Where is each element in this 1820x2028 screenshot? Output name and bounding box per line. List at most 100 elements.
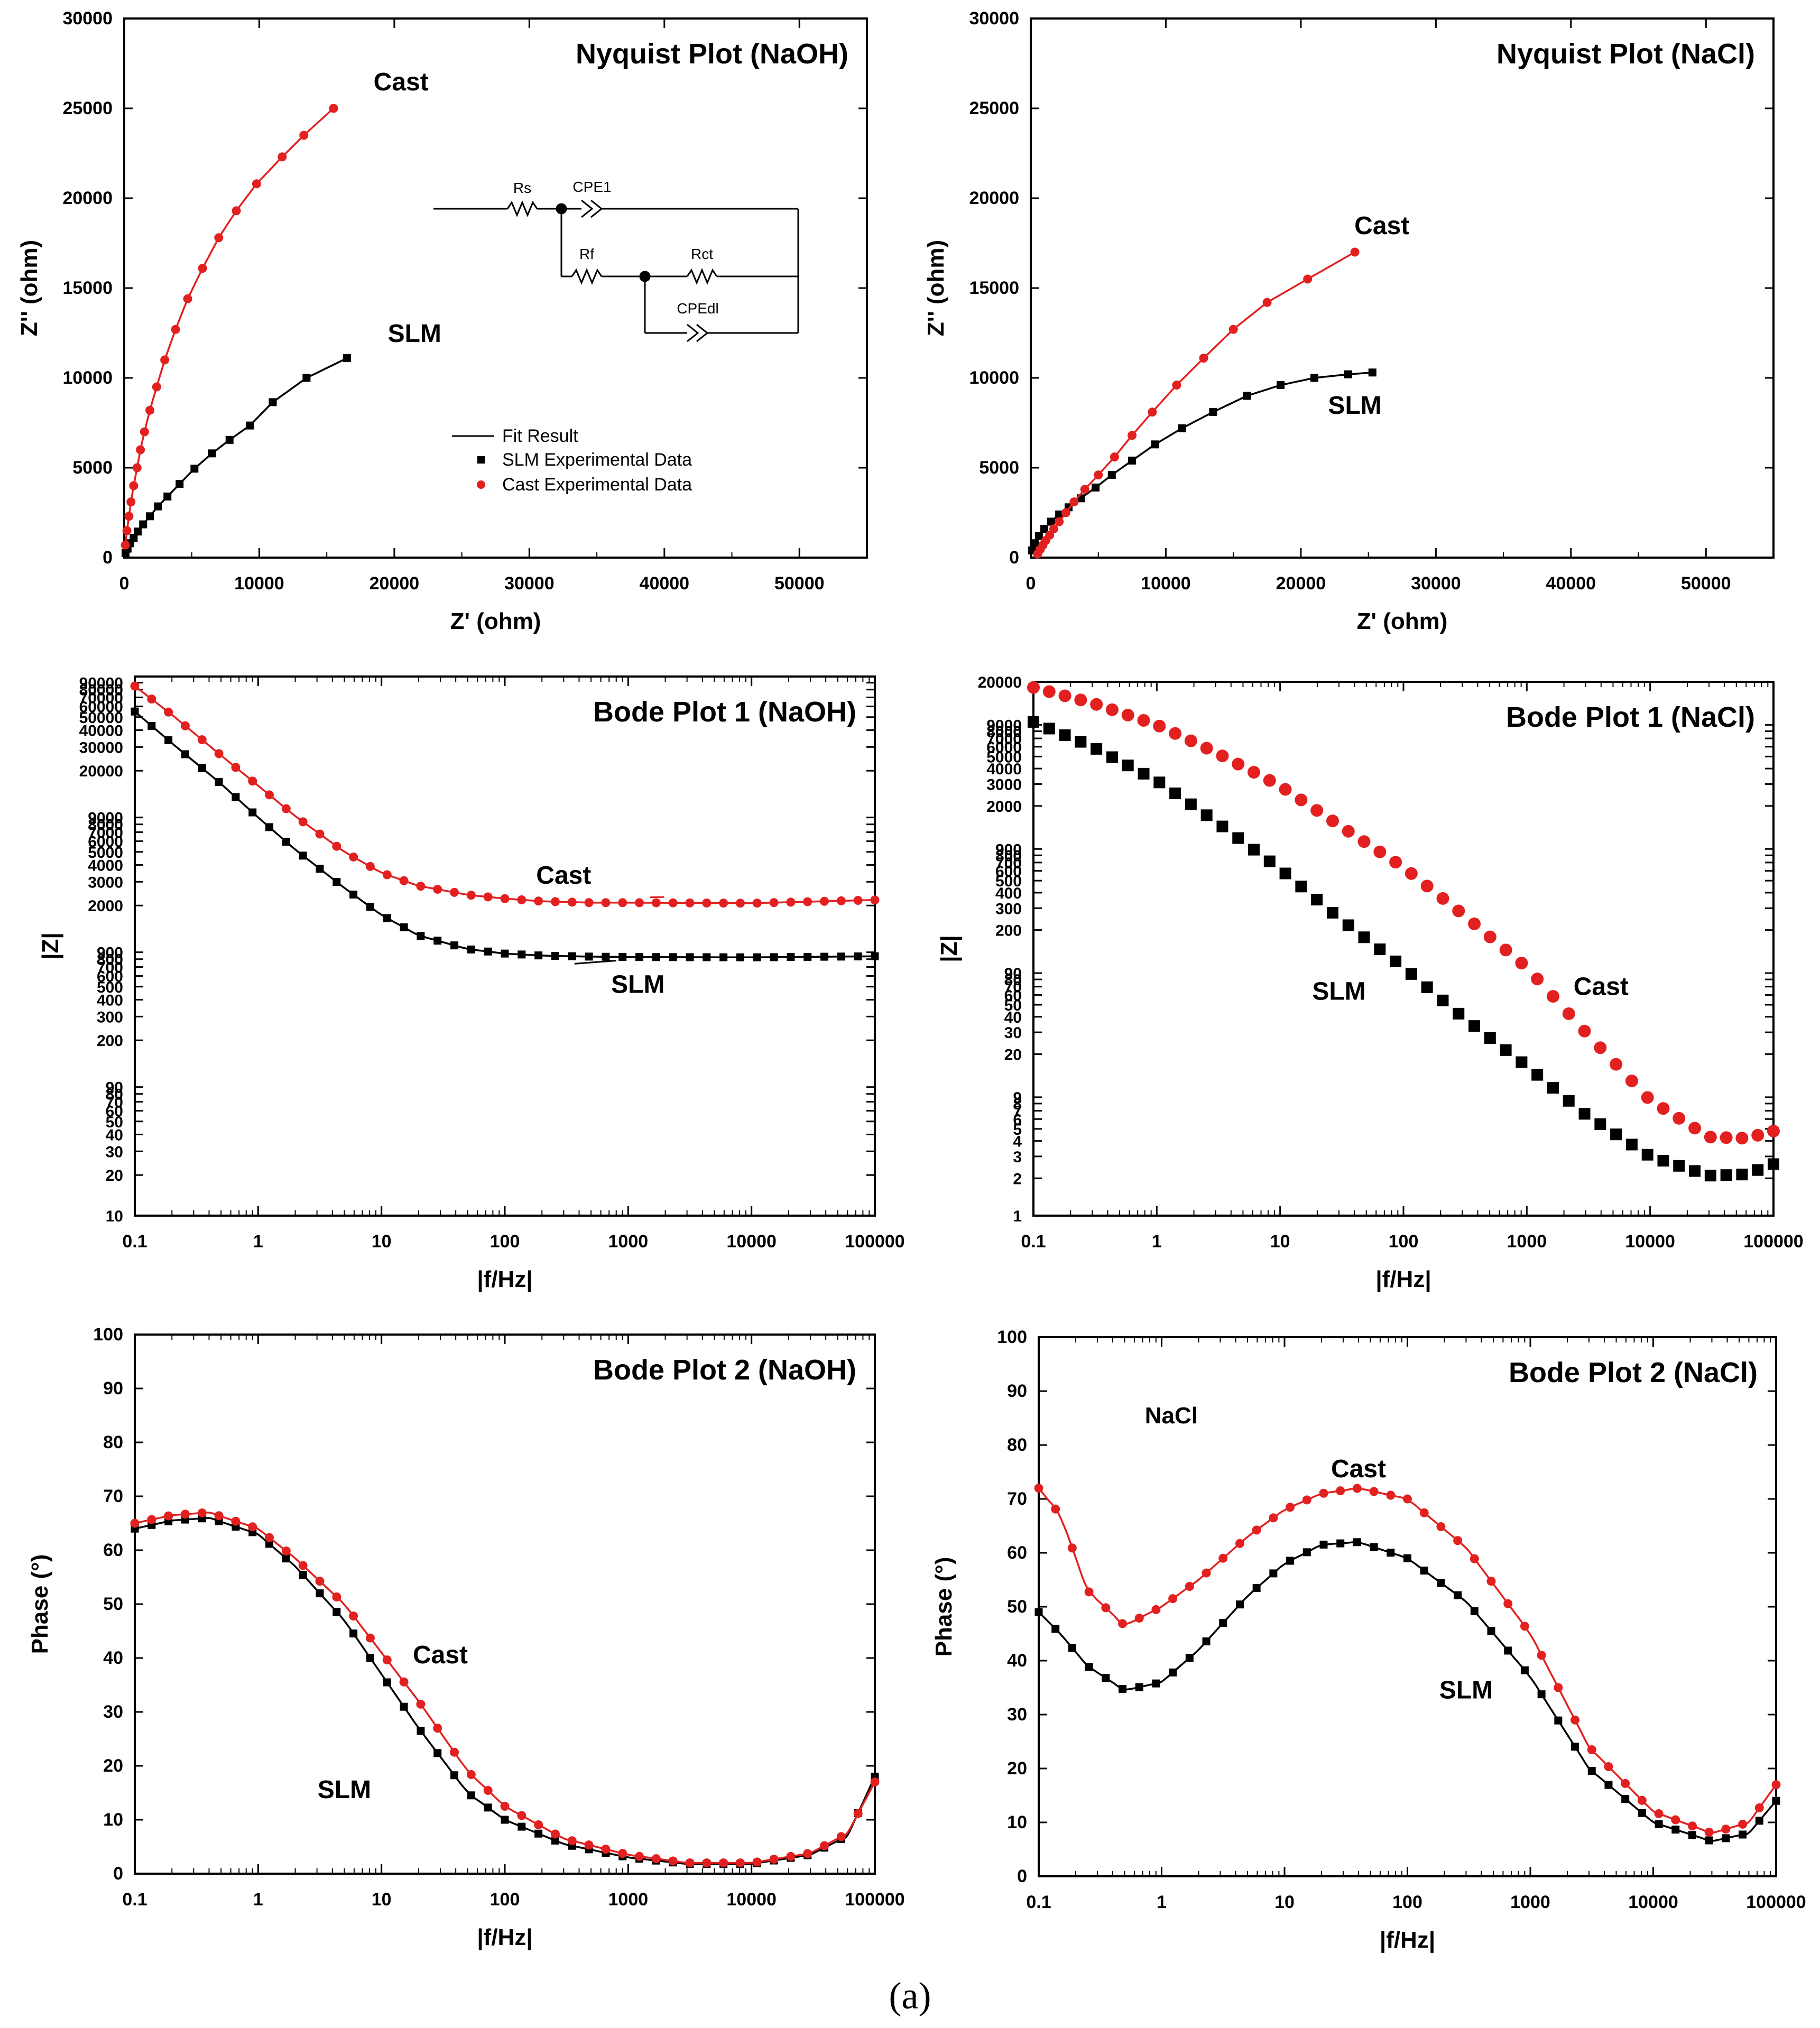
data-point <box>467 945 475 953</box>
data-point <box>601 898 611 907</box>
data-point <box>517 1811 526 1820</box>
x-tick-label: 0.1 <box>122 1231 147 1252</box>
y-tick-label: 25000 <box>969 98 1019 118</box>
y-tick-label: 1 <box>1013 1208 1022 1225</box>
data-point <box>1688 1831 1696 1839</box>
x-tick-label: 10 <box>1274 1892 1295 1912</box>
data-point <box>1319 1488 1328 1498</box>
x-tick-label: 100000 <box>845 1231 904 1252</box>
circuit-label: Rs <box>513 180 531 196</box>
data-point <box>1216 820 1228 832</box>
data-point <box>1101 1603 1111 1613</box>
data-point <box>1604 1762 1613 1771</box>
data-point <box>820 1841 829 1850</box>
data-point <box>1075 736 1087 748</box>
data-point <box>225 436 234 444</box>
fit-line <box>1031 372 1373 551</box>
data-point <box>130 1518 140 1528</box>
data-point <box>1754 1803 1764 1812</box>
data-point <box>1295 881 1307 893</box>
label-pointer <box>574 960 616 965</box>
y-tick-label: 20 <box>106 1167 123 1184</box>
y-tick-label: 30 <box>1004 1024 1022 1042</box>
data-point <box>635 898 644 907</box>
data-point <box>1172 381 1181 390</box>
data-point <box>198 764 206 772</box>
y-tick-label: 20 <box>103 1756 123 1776</box>
data-point <box>160 355 170 365</box>
data-point <box>568 952 576 960</box>
data-point <box>298 817 308 827</box>
x-tick-label: 100000 <box>845 1890 904 1910</box>
data-point <box>702 899 712 908</box>
data-point <box>534 1820 543 1829</box>
y-tick-label: 9 <box>1013 1089 1022 1107</box>
data-point <box>1470 1607 1479 1615</box>
data-point <box>1405 968 1417 980</box>
data-point <box>585 952 593 961</box>
data-point <box>147 694 156 704</box>
data-point <box>366 1654 374 1662</box>
data-point <box>1604 1781 1613 1789</box>
data-point <box>1138 767 1150 780</box>
data-point <box>349 852 358 862</box>
x-tick-label: 10000 <box>234 573 284 594</box>
x-tick-label: 10 <box>372 1890 392 1910</box>
data-point <box>278 152 287 162</box>
y-tick-label: 4000 <box>986 761 1022 778</box>
data-point <box>1350 247 1360 257</box>
plot-frame <box>1032 681 1775 1217</box>
data-point <box>147 1515 156 1524</box>
y-tick-label: 10000 <box>62 368 113 388</box>
data-point <box>1578 1024 1591 1038</box>
y-tick-label: 25000 <box>62 98 113 118</box>
x-tick-label: 10 <box>1270 1231 1290 1252</box>
data-point <box>1657 1155 1669 1167</box>
data-point <box>534 896 543 906</box>
data-point <box>534 951 543 960</box>
data-point <box>1654 1809 1664 1818</box>
data-point <box>1248 766 1261 779</box>
data-point <box>1185 798 1197 810</box>
data-point <box>1739 1830 1747 1839</box>
x-tick-label: 0 <box>119 573 130 594</box>
y-tick-label: 5000 <box>986 748 1022 766</box>
plot-frame <box>134 675 876 1217</box>
data-point <box>1049 524 1058 534</box>
data-point <box>316 865 324 873</box>
data-point <box>820 952 829 961</box>
x-tick-label: 30000 <box>1411 573 1461 594</box>
y-tick-label: 10000 <box>969 368 1019 388</box>
x-tick-label: 30000 <box>504 573 555 594</box>
y-tick-label: 0 <box>1017 1866 1027 1886</box>
x-axis-label: Z' (ohm) <box>1357 608 1448 634</box>
data-point <box>1772 1797 1780 1805</box>
data-point <box>1571 1743 1579 1751</box>
y-tick-label: 20000 <box>79 763 123 780</box>
data-point <box>180 1510 190 1519</box>
data-point <box>685 898 695 907</box>
y-axis-label: Phase (°) <box>931 1557 957 1657</box>
fit-line <box>1037 251 1355 555</box>
y-tick-label: 800 <box>995 847 1022 865</box>
data-point <box>1074 693 1087 707</box>
data-point <box>248 776 257 786</box>
y-tick-label: 400 <box>97 992 123 1009</box>
data-point <box>1326 814 1339 828</box>
data-point <box>1374 943 1386 956</box>
legend-entry: Fit Result <box>502 426 578 446</box>
chart-title: Bode Plot 1 (NaOH) <box>593 696 856 728</box>
data-point <box>1059 729 1071 741</box>
series-label: SLM <box>1328 392 1381 420</box>
fit-line <box>124 107 335 545</box>
data-point <box>735 1858 745 1868</box>
data-point <box>550 1829 560 1839</box>
series-cast: Cast <box>121 68 429 550</box>
data-point <box>1578 1108 1591 1120</box>
legend-circle-swatch <box>477 480 485 489</box>
data-point <box>1232 832 1244 844</box>
data-point <box>1453 1536 1463 1545</box>
series-label: SLM <box>611 970 664 998</box>
chart-nyquist-nacl: 0 10000 20000 30000 40000 50000 0 5000 10000 1500… <box>923 8 1775 634</box>
x-tick-label: 1 <box>1152 1231 1162 1252</box>
